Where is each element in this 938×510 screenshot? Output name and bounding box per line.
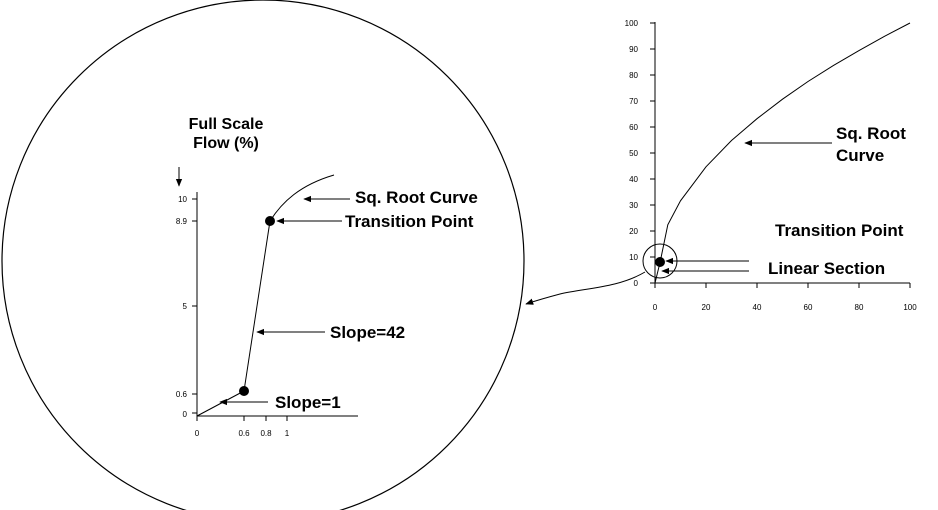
main-y-ticks: 100 90 80 70 60 50 40 30 20 10 0 [625,19,655,288]
main-x-tick-label: 100 [903,303,917,312]
zoom-y-tick-label: 8.9 [176,217,188,226]
main-y-tick-label: 80 [629,71,638,80]
zoom-slope-1-segment [196,390,245,417]
main-y-tick-label: 60 [629,123,638,132]
zoom-circle [1,0,525,510]
main-transition-point [655,257,665,267]
main-sq-root-label-line1: Sq. Root [836,124,906,143]
main-y-tick-label: 10 [629,253,638,262]
zoom-transition-point-label: Transition Point [345,212,474,231]
zoom-slope-42-label: Slope=42 [330,323,405,342]
main-y-tick-label: 70 [629,97,638,106]
main-transition-point-label: Transition Point [775,221,904,240]
main-y-tick-label: 20 [629,227,638,236]
main-linear-section-label: Linear Section [768,259,885,278]
zoom-transition-point [265,216,275,226]
zoom-y-title-line1: Full Scale [189,116,264,133]
main-x-tick-label: 40 [753,303,762,312]
zoom-y-tick-label: 0 [183,410,188,419]
main-y-tick-label: 30 [629,201,638,210]
zoom-y-tick-label: 0.6 [176,390,188,399]
main-x-tick-label: 80 [855,303,864,312]
main-y-tick-label: 50 [629,149,638,158]
zoom-point-low [239,386,249,396]
main-x-tick-label: 60 [804,303,813,312]
main-y-tick-label: 100 [625,19,639,28]
main-y-tick-label: 40 [629,175,638,184]
zoom-y-ticks: 10 8.9 5 0.6 0 [176,195,197,419]
zoom-x-tick-label: 0.6 [238,429,250,438]
main-y-tick-label: 0 [634,279,639,288]
zoom-y-title-line2: Flow (%) [193,135,259,152]
main-sq-root-curve [654,22,911,284]
zoom-sq-root-curve-label: Sq. Root Curve [355,188,478,207]
main-y-tick-label: 90 [629,45,638,54]
main-x-ticks: 0 20 40 60 80 100 [653,283,917,312]
zoom-y-tick-label: 10 [178,195,187,204]
zoom-sq-root-curve [269,174,335,222]
zoom-slope-1-label: Slope=1 [275,393,341,412]
main-sq-root-label-line2: Curve [836,146,884,165]
zoom-y-tick-label: 5 [183,302,188,311]
zoom-x-tick-label: 1 [285,429,290,438]
zoom-x-ticks: 0 0.6 0.8 1 [195,416,290,438]
main-x-tick-label: 0 [653,303,658,312]
zoom-x-tick-label: 0 [195,429,200,438]
connector-arrow [525,271,646,305]
zoom-slope-42-segment [243,220,271,392]
main-x-tick-label: 20 [702,303,711,312]
zoom-x-tick-label: 0.8 [260,429,272,438]
